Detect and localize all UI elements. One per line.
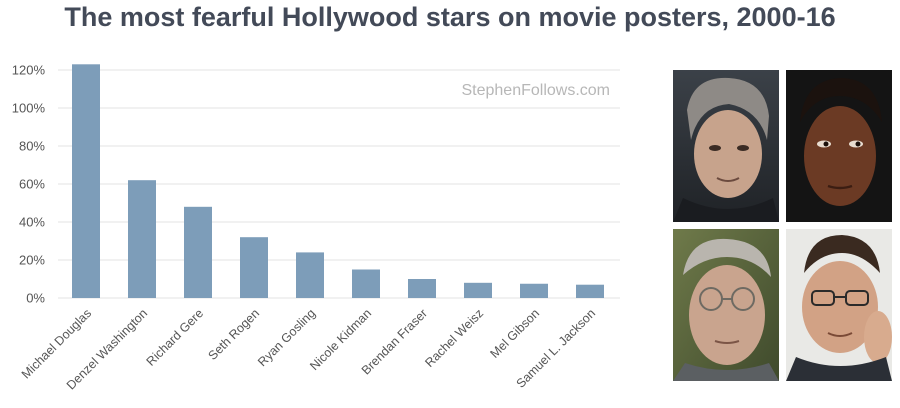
- y-tick-label: 40%: [19, 215, 45, 230]
- portrait-seth-rogen: [786, 229, 892, 381]
- bar: [576, 284, 604, 298]
- chart-title: The most fearful Hollywood stars on movi…: [64, 2, 836, 32]
- x-category-label: Mel Gibson: [488, 306, 543, 361]
- bar: [352, 269, 380, 298]
- bar: [408, 279, 436, 298]
- y-tick-label: 0%: [26, 291, 45, 306]
- x-category-label: Ryan Gosling: [255, 306, 318, 369]
- bar: [184, 206, 212, 298]
- portrait-denzel-washington: [786, 70, 892, 222]
- portrait-icon: [786, 70, 892, 222]
- x-category-label: Seth Rogen: [206, 306, 263, 363]
- watermark: StephenFollows.com: [461, 82, 610, 99]
- y-tick-label: 60%: [19, 177, 45, 192]
- bars: [72, 64, 604, 298]
- portrait-richard-gere: [673, 229, 779, 381]
- y-tick-label: 80%: [19, 139, 45, 154]
- portrait-michael-douglas: [673, 70, 779, 222]
- portrait-icon: [786, 229, 892, 381]
- bar: [464, 282, 492, 298]
- bar: [128, 180, 156, 298]
- bar: [520, 283, 548, 298]
- y-tick-label: 100%: [12, 101, 46, 116]
- portrait-icon: [673, 229, 779, 381]
- y-tick-label: 120%: [12, 63, 46, 78]
- y-axis-ticks: 0% 20% 40% 60% 80% 100% 120%: [12, 63, 46, 306]
- x-category-label: Rachel Weisz: [422, 306, 486, 370]
- bar-chart: 0% 20% 40% 60% 80% 100% 120% StephenFollows.co…: [12, 63, 620, 392]
- portrait-icon: [673, 70, 779, 222]
- bar: [296, 252, 324, 298]
- y-tick-label: 20%: [19, 253, 45, 268]
- bar: [72, 64, 100, 298]
- bar: [240, 237, 268, 298]
- x-category-label: Richard Gere: [144, 306, 206, 368]
